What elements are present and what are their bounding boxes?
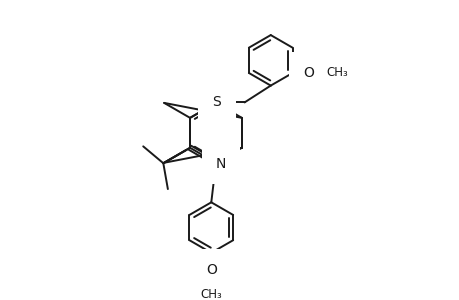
Text: N: N: [215, 157, 225, 170]
Text: S: S: [212, 95, 221, 110]
Text: N: N: [211, 96, 222, 110]
Text: O: O: [206, 263, 216, 277]
Text: CH₃: CH₃: [325, 67, 347, 80]
Text: O: O: [302, 66, 313, 80]
Text: CH₃: CH₃: [200, 288, 222, 300]
